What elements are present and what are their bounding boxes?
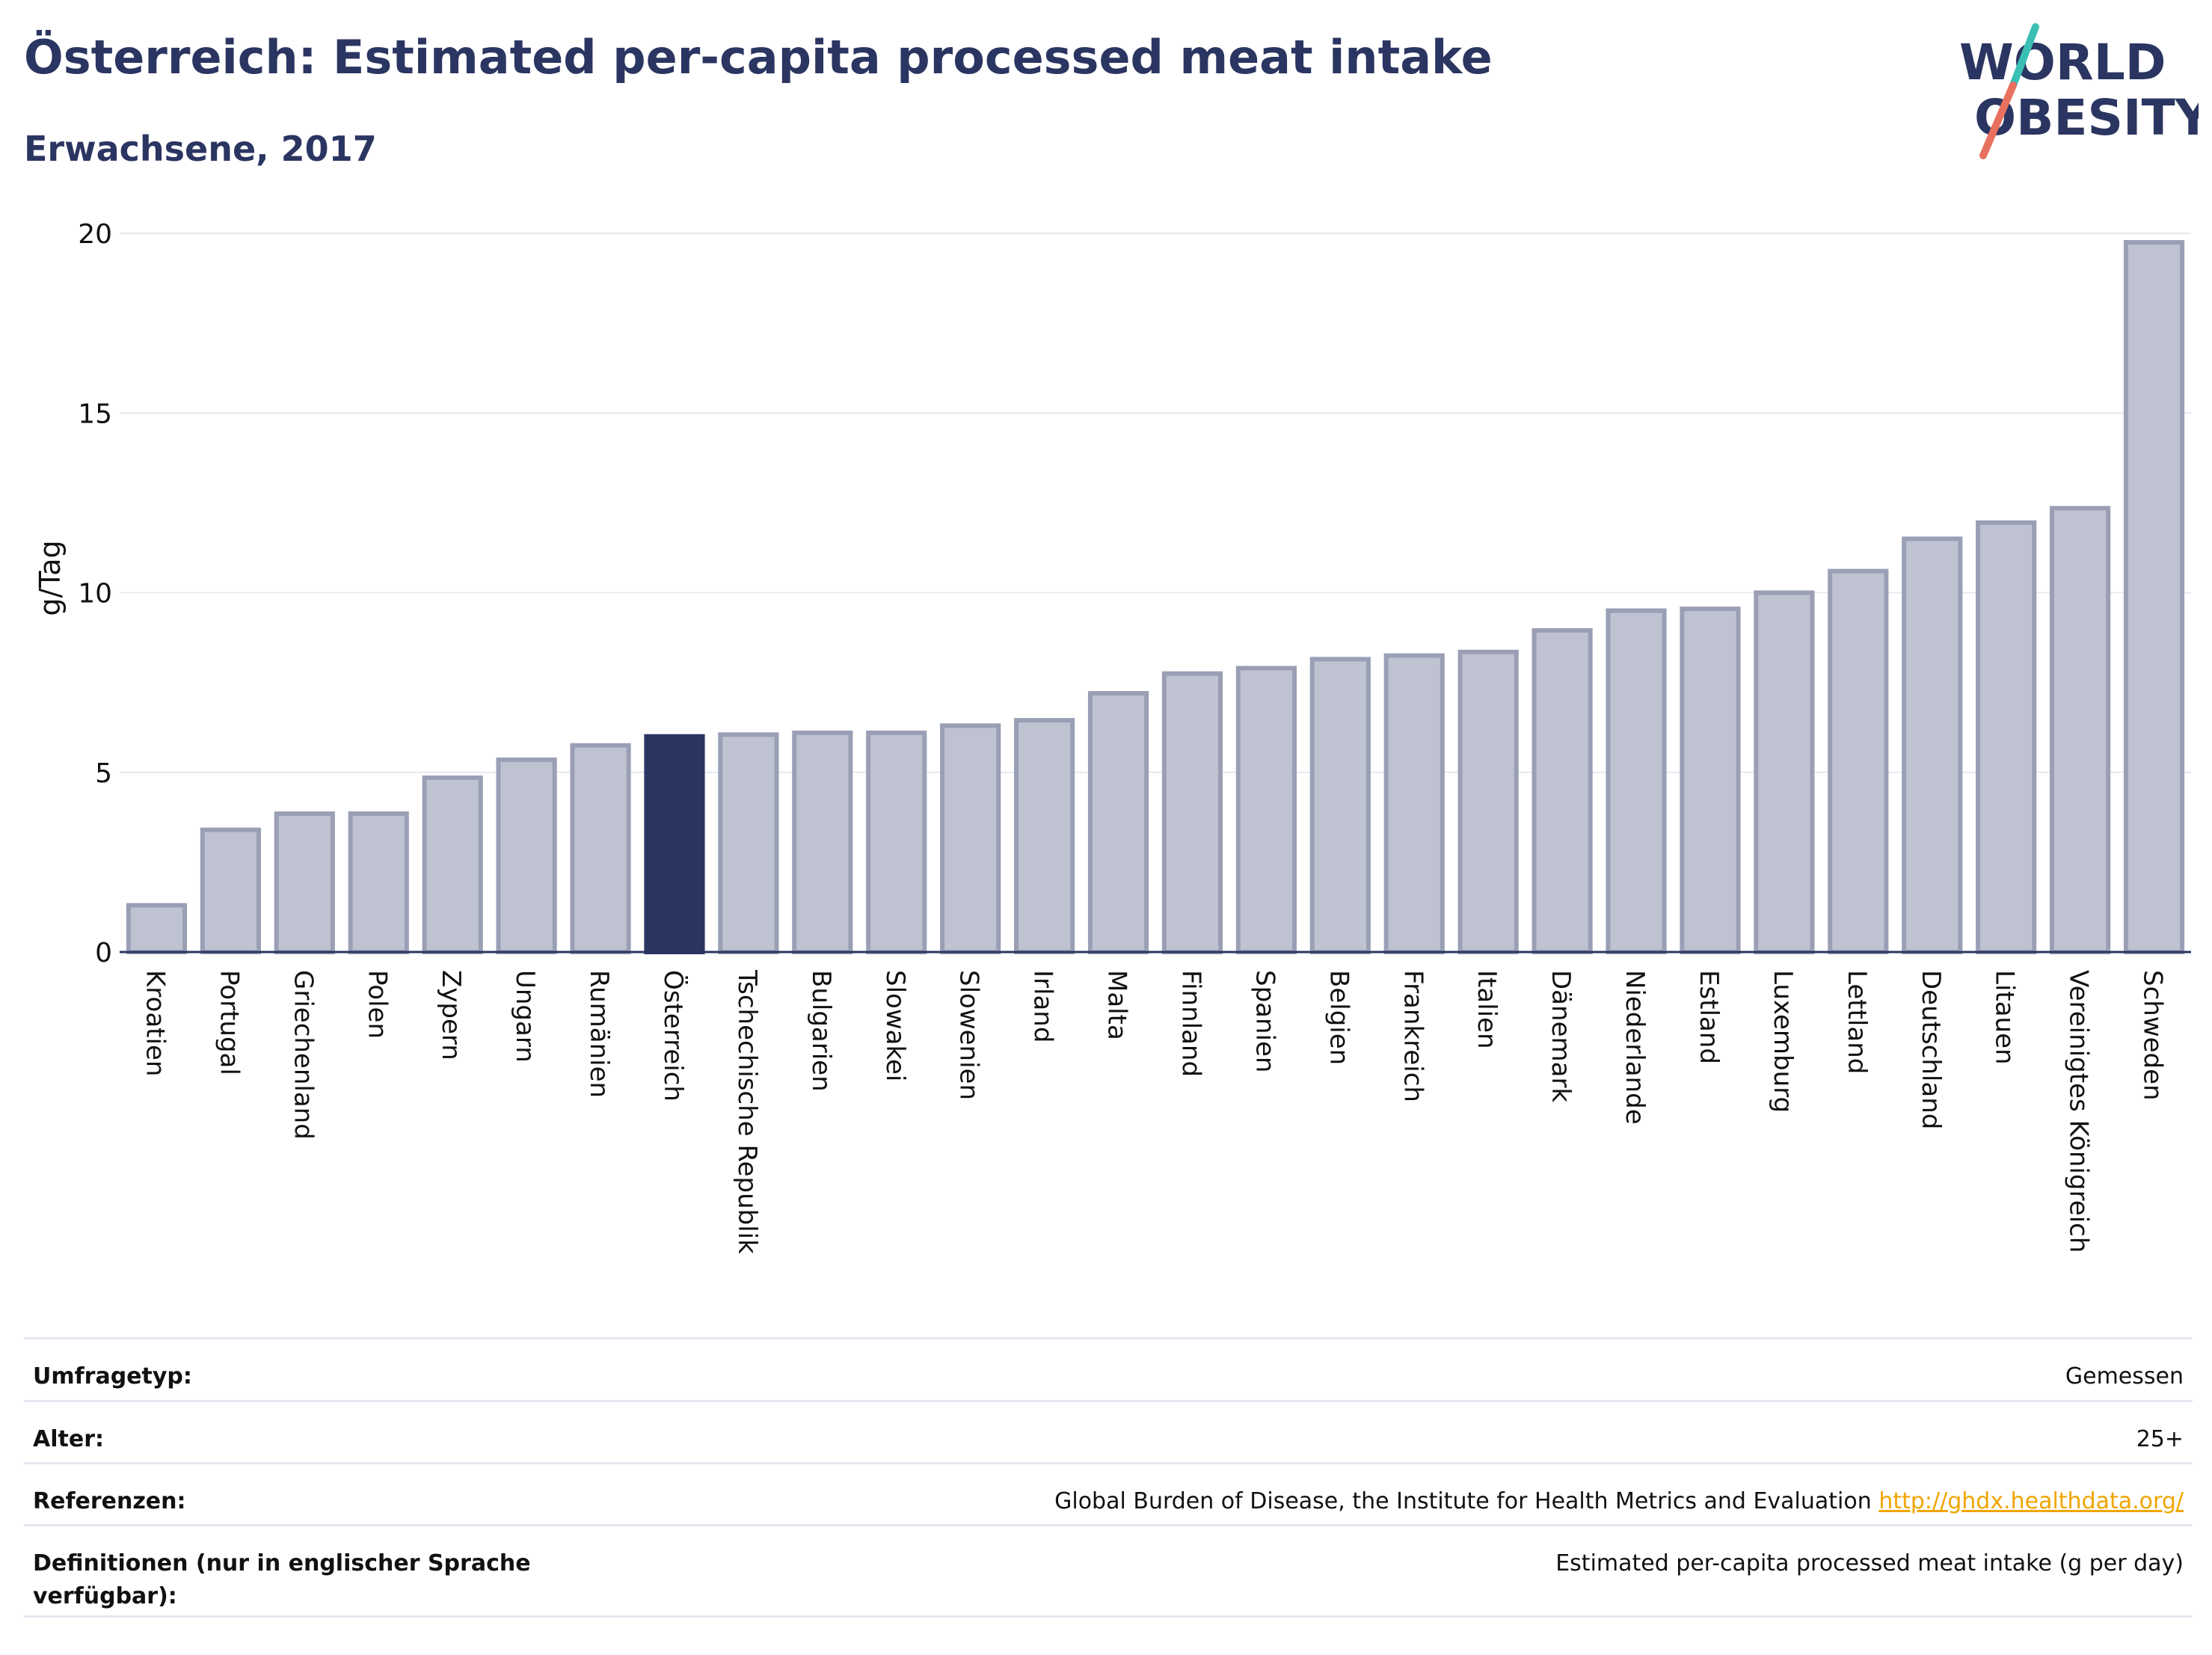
bar-dänemark[interactable] [1531, 627, 1593, 954]
bar-vereinigtes-königreich[interactable] [2050, 506, 2111, 954]
bar-malta[interactable] [1087, 691, 1149, 954]
x-tick-label: Slowakei [880, 970, 910, 1081]
x-tick-label: Estland [1694, 970, 1724, 1064]
info-label: Alter: [33, 1426, 104, 1452]
x-tick-label: Deutschland [1916, 970, 1946, 1129]
bar-belgien[interactable] [1309, 657, 1371, 955]
y-tick-label: 20 [78, 219, 112, 250]
bar-bulgarien[interactable] [792, 730, 853, 955]
bar-luxemburg[interactable] [1754, 590, 1815, 954]
bar-portugal[interactable] [200, 827, 261, 954]
x-tick-label: Dänemark [1546, 970, 1576, 1102]
info-value: 25+ [2136, 1426, 2184, 1452]
x-tick-label: Slowenien [954, 970, 984, 1100]
info-row-age: Alter: 25+ [24, 1400, 2193, 1462]
bar-slowenien[interactable] [940, 723, 1001, 954]
bar-finnland[interactable] [1161, 671, 1223, 954]
bar-kroatien[interactable] [126, 903, 188, 955]
x-tick-label: Polen [362, 970, 392, 1039]
x-tick-label: Irland [1028, 970, 1058, 1043]
bar-estland[interactable] [1680, 607, 1741, 954]
y-axis-label: g/Tag [34, 540, 67, 615]
bar-italien[interactable] [1457, 649, 1519, 954]
bar-slowakei[interactable] [866, 730, 927, 955]
x-tick-label: Tschechische Republik [732, 969, 762, 1254]
world-obesity-logo[interactable]: WORLD OBESITY [1944, 21, 2199, 163]
bar-tschechische-republik[interactable] [718, 732, 779, 954]
bar-frankreich[interactable] [1383, 653, 1445, 955]
x-tick-label: Lettland [1842, 970, 1872, 1074]
y-tick-label: 15 [78, 399, 112, 429]
chart-title: Österreich: Estimated per-capita process… [24, 30, 1493, 85]
bar-zypern[interactable] [422, 775, 483, 955]
logo-slash-top [2009, 23, 2039, 89]
bar-ungarn[interactable] [496, 757, 557, 954]
x-tick-label: Litauen [1990, 970, 2020, 1065]
x-tick-label: Ungarn [510, 970, 540, 1063]
bar-polen[interactable] [348, 811, 409, 954]
axes: 0 5 10 15 20 Kroatien Portugal Griechenland Pole… [78, 219, 2191, 1254]
bar-litauen[interactable] [1976, 520, 2037, 954]
x-tick-label: Italien [1472, 970, 1502, 1049]
x-tick-label: Kroatien [140, 970, 170, 1076]
bar-österreich[interactable] [644, 734, 705, 954]
logo-slash-bottom [1979, 82, 2017, 159]
x-tick-label: Vereinigtes Königreich [2064, 970, 2094, 1253]
x-tick-label: Rumänien [584, 970, 614, 1098]
x-tick-label: Zypern [436, 970, 466, 1060]
x-tick-label: Portugal [214, 970, 244, 1075]
x-tick-label: Finnland [1176, 970, 1205, 1077]
bar-spanien[interactable] [1235, 666, 1297, 955]
bar-griechenland[interactable] [274, 811, 335, 954]
info-value: Estimated per-capita processed meat inta… [1555, 1550, 2184, 1576]
info-value: Global Burden of Disease, the Institute … [1054, 1485, 2184, 1518]
info-table: Umfragetyp: Gemessen Alter: 25+ Referenz… [24, 1337, 2193, 1618]
info-label: Umfragetyp: [33, 1363, 192, 1390]
bar-rumänien[interactable] [570, 743, 631, 955]
x-tick-label: Griechenland [288, 970, 318, 1140]
x-tick-label: Schweden [2138, 970, 2168, 1101]
y-tick-label: 0 [95, 938, 112, 968]
x-tick-label: Bulgarien [806, 970, 836, 1092]
y-tick-label: 5 [95, 758, 112, 789]
x-tick-label: Österreich [658, 970, 689, 1102]
x-tick-label: Frankreich [1398, 970, 1428, 1102]
info-label: Definitionen (nur in englischer Sprache … [33, 1550, 531, 1609]
info-value: Gemessen [2065, 1363, 2184, 1390]
bar-lettland[interactable] [1828, 568, 1889, 954]
bar-irland[interactable] [1014, 718, 1075, 954]
bar-deutschland[interactable] [1902, 536, 1963, 954]
logo-word-world: WORLD [1959, 34, 2166, 91]
chart-subtitle: Erwachsene, 2017 [24, 129, 377, 169]
info-row-definitions: Definitionen (nur in englischer Sprache … [24, 1524, 2193, 1618]
reference-link[interactable]: http://ghdx.healthdata.org/ [1878, 1488, 2184, 1514]
x-tick-label: Spanien [1250, 970, 1279, 1072]
bar-schweden[interactable] [2123, 240, 2185, 954]
info-row-survey-type: Umfragetyp: Gemessen [24, 1337, 2193, 1400]
info-row-references: Referenzen: Global Burden of Disease, th… [24, 1462, 2193, 1524]
logo-word-obesity: OBESITY [1974, 89, 2199, 147]
bar-niederlande[interactable] [1606, 608, 1667, 955]
y-tick-label: 10 [78, 579, 112, 610]
x-tick-label: Malta [1102, 970, 1132, 1040]
x-tick-label: Luxemburg [1768, 970, 1798, 1113]
x-tick-label: Niederlande [1620, 970, 1650, 1125]
bars [126, 240, 2185, 955]
bar-chart: 0 5 10 15 20 Kroatien Portugal Griechenland Pole… [34, 219, 2191, 1254]
reference-text: Global Burden of Disease, the Institute … [1054, 1488, 1872, 1514]
info-label: Referenzen: [33, 1488, 186, 1514]
x-tick-label: Belgien [1324, 970, 1354, 1065]
